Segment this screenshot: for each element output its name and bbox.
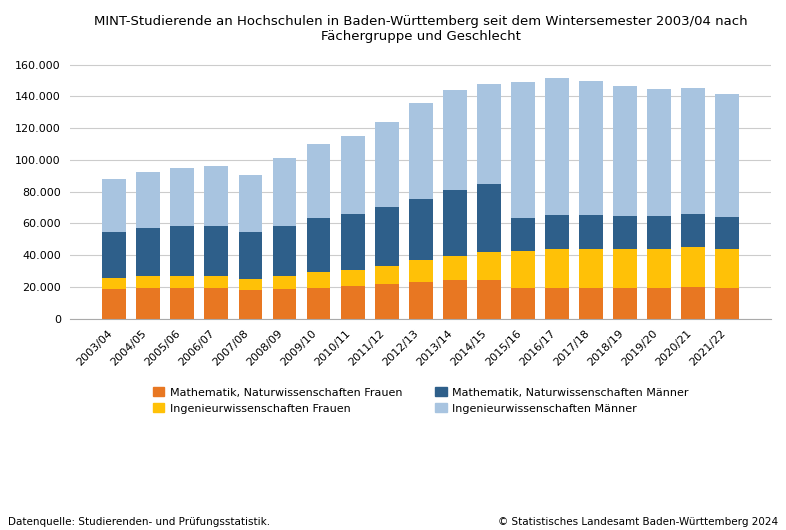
Bar [681,214,705,247]
Bar [273,226,296,276]
Bar [681,247,705,287]
Bar [545,78,569,215]
Bar [307,144,330,218]
Legend: Mathematik, Naturwissenschaften Frauen, Ingenieurwissenschaften Frauen, Mathemat: Mathematik, Naturwissenschaften Frauen, … [147,382,694,419]
Bar [715,94,739,217]
Bar [647,288,671,319]
Text: © Statistisches Landesamt Baden-Württemberg 2024: © Statistisches Landesamt Baden-Württemb… [498,517,778,527]
Bar [307,272,330,288]
Bar [238,290,263,319]
Bar [613,86,637,216]
Bar [340,136,365,214]
Bar [204,226,228,276]
Bar [375,285,399,319]
Bar [511,288,534,319]
Bar [477,280,501,319]
Bar [409,282,432,319]
Bar [681,89,705,214]
Bar [613,216,637,249]
Bar [545,249,569,288]
Bar [340,214,365,270]
Bar [477,252,501,280]
Bar [511,218,534,251]
Bar [307,218,330,272]
Bar [375,122,399,207]
Bar [443,280,467,319]
Title: MINT-Studierende an Hochschulen in Baden-Württemberg seit dem Wintersemester 200: MINT-Studierende an Hochschulen in Baden… [94,15,747,43]
Bar [238,232,263,279]
Bar [647,216,671,249]
Bar [204,276,228,288]
Bar [647,249,671,288]
Bar [477,84,501,184]
Bar [511,251,534,288]
Bar [579,215,603,249]
Bar [307,288,330,319]
Bar [409,103,432,199]
Bar [273,158,296,226]
Bar [511,82,534,218]
Bar [171,168,194,226]
Bar [204,288,228,319]
Bar [715,249,739,288]
Text: Datenquelle: Studierenden- und Prüfungsstatistik.: Datenquelle: Studierenden- und Prüfungss… [8,517,270,527]
Bar [443,190,467,256]
Bar [443,90,467,190]
Bar [102,289,127,319]
Bar [136,277,160,288]
Bar [647,89,671,216]
Bar [273,276,296,289]
Bar [613,288,637,319]
Bar [273,289,296,319]
Bar [102,278,127,289]
Bar [715,288,739,319]
Bar [409,260,432,282]
Bar [204,166,228,226]
Bar [715,217,739,249]
Bar [136,172,160,228]
Bar [136,288,160,319]
Bar [545,288,569,319]
Bar [238,175,263,232]
Bar [171,226,194,277]
Bar [136,228,160,277]
Bar [579,288,603,319]
Bar [545,215,569,249]
Bar [375,266,399,285]
Bar [171,277,194,288]
Bar [238,279,263,290]
Bar [443,256,467,280]
Bar [681,287,705,319]
Bar [102,179,127,232]
Bar [102,232,127,278]
Bar [579,249,603,288]
Bar [171,288,194,319]
Bar [477,184,501,252]
Bar [340,270,365,286]
Bar [613,249,637,288]
Bar [579,81,603,215]
Bar [409,199,432,260]
Bar [375,207,399,266]
Bar [340,286,365,319]
